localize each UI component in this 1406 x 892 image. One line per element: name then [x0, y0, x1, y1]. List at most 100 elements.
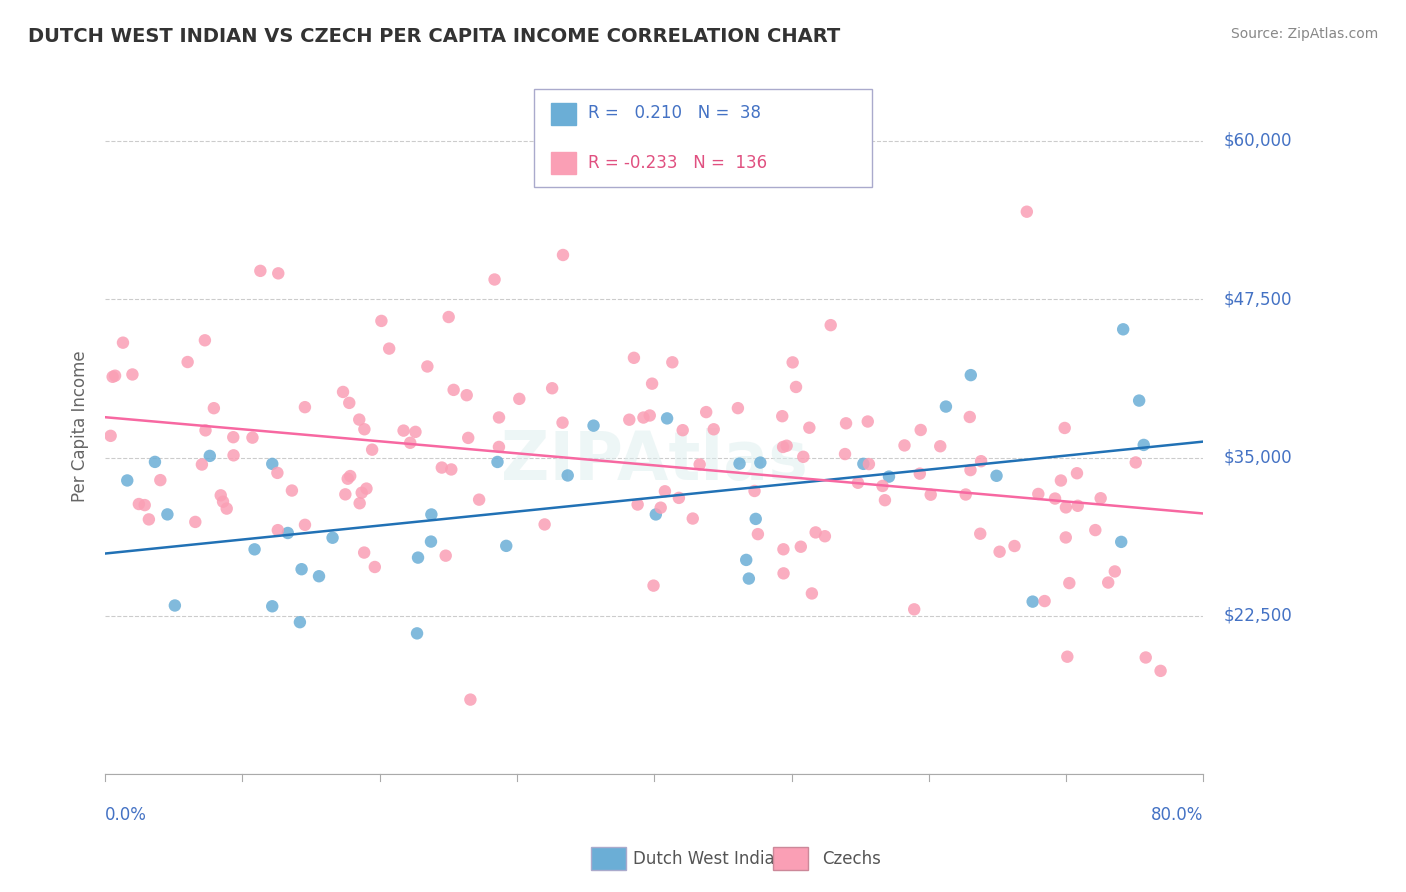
Point	[551, 248, 574, 262]
Text: $60,000: $60,000	[1225, 132, 1292, 150]
Point	[222, 448, 245, 462]
Point	[288, 615, 311, 630]
Point	[100, 429, 122, 443]
Point	[929, 439, 952, 453]
Point	[1084, 523, 1107, 537]
Point	[1054, 531, 1077, 545]
Point	[434, 549, 457, 563]
Point	[782, 355, 804, 369]
Point	[792, 450, 814, 464]
Point	[484, 272, 506, 286]
Point	[785, 380, 807, 394]
Point	[184, 515, 207, 529]
Point	[266, 466, 288, 480]
Point	[353, 545, 375, 559]
Point	[877, 469, 900, 483]
Point	[243, 542, 266, 557]
Point	[1109, 534, 1132, 549]
Point	[191, 458, 214, 472]
Point	[457, 431, 479, 445]
Point	[1090, 491, 1112, 506]
Point	[111, 335, 134, 350]
Point	[468, 492, 491, 507]
Point	[1004, 539, 1026, 553]
Point	[404, 425, 426, 439]
Point	[291, 562, 314, 576]
Text: R =   0.210   N =  38: R = 0.210 N = 38	[588, 104, 761, 122]
Point	[893, 438, 915, 452]
Point	[138, 512, 160, 526]
Point	[416, 359, 439, 374]
Point	[1097, 575, 1119, 590]
Point	[852, 457, 875, 471]
Point	[1054, 500, 1077, 515]
Point	[1149, 664, 1171, 678]
Point	[1026, 487, 1049, 501]
Point	[117, 474, 139, 488]
Point	[134, 498, 156, 512]
Point	[970, 454, 993, 468]
Point	[695, 405, 717, 419]
Point	[1067, 499, 1090, 513]
Point	[703, 422, 725, 436]
Point	[790, 540, 813, 554]
Point	[194, 333, 217, 347]
Point	[1104, 565, 1126, 579]
Point	[378, 342, 401, 356]
Text: DUTCH WEST INDIAN VS CZECH PER CAPITA INCOME CORRELATION CHART: DUTCH WEST INDIAN VS CZECH PER CAPITA IN…	[28, 27, 841, 45]
Point	[689, 458, 711, 472]
Text: ZIPAtlas: ZIPAtlas	[501, 427, 807, 493]
Point	[814, 529, 837, 543]
Point	[1015, 204, 1038, 219]
Point	[202, 401, 225, 416]
Point	[654, 484, 676, 499]
Text: Source: ZipAtlas.com: Source: ZipAtlas.com	[1230, 27, 1378, 41]
Point	[460, 692, 482, 706]
Point	[747, 527, 769, 541]
Point	[430, 460, 453, 475]
Point	[846, 475, 869, 490]
Point	[364, 560, 387, 574]
Point	[986, 468, 1008, 483]
Point	[1043, 491, 1066, 506]
Y-axis label: Per Capita Income: Per Capita Income	[72, 350, 89, 501]
Point	[1132, 438, 1154, 452]
Point	[661, 355, 683, 369]
Point	[277, 526, 299, 541]
Point	[456, 388, 478, 402]
Point	[508, 392, 530, 406]
Point	[668, 491, 690, 505]
Point	[820, 318, 842, 333]
Point	[727, 401, 749, 416]
Point	[903, 602, 925, 616]
Point	[955, 487, 977, 501]
Point	[551, 416, 574, 430]
Point	[406, 550, 429, 565]
Point	[1056, 649, 1078, 664]
Point	[744, 483, 766, 498]
Point	[775, 439, 797, 453]
Point	[856, 415, 879, 429]
Point	[935, 400, 957, 414]
Point	[128, 497, 150, 511]
Point	[959, 463, 981, 477]
Point	[339, 469, 361, 483]
Point	[322, 531, 344, 545]
Point	[1128, 393, 1150, 408]
Point	[488, 440, 510, 454]
Point	[627, 498, 650, 512]
Point	[800, 586, 823, 600]
Text: Czechs: Czechs	[823, 850, 882, 868]
Point	[194, 423, 217, 437]
Point	[335, 487, 357, 501]
Point	[541, 381, 564, 395]
Point	[308, 569, 330, 583]
Point	[262, 599, 284, 614]
Point	[486, 455, 509, 469]
Point	[406, 626, 429, 640]
Point	[370, 314, 392, 328]
Point	[176, 355, 198, 369]
Point	[356, 482, 378, 496]
Point	[908, 467, 931, 481]
Point	[281, 483, 304, 498]
